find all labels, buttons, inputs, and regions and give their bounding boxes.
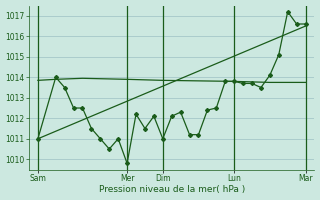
X-axis label: Pression niveau de la mer( hPa ): Pression niveau de la mer( hPa ) [99, 185, 245, 194]
